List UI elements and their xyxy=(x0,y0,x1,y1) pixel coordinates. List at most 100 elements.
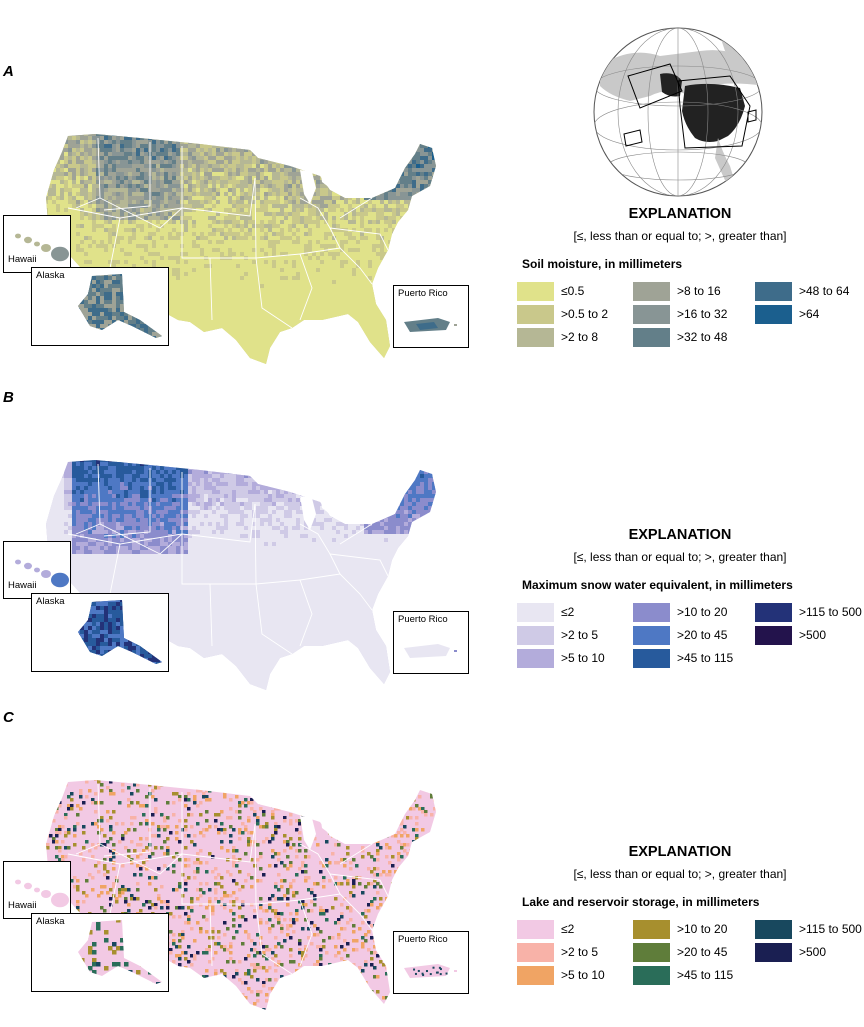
hawaii-inset: Hawaii xyxy=(3,215,71,273)
legend-item: >115 to 500 xyxy=(755,920,864,940)
puerto-rico-label: Puerto Rico xyxy=(398,288,448,299)
hawaii-island xyxy=(15,233,21,239)
legend-label: >115 to 500 xyxy=(799,922,862,936)
legend-item: >2 to 5 xyxy=(517,943,647,963)
explanation-title: EXPLANATION xyxy=(628,206,732,222)
hawaii-island xyxy=(51,246,69,262)
legend-label: >2 to 8 xyxy=(561,330,599,344)
region-boundary xyxy=(103,788,151,857)
region-boundary xyxy=(299,573,373,611)
alaska-inset: Alaska xyxy=(31,913,169,992)
explanation-title: EXPLANATION xyxy=(628,527,732,543)
legend-label: >8 to 16 xyxy=(677,284,721,298)
legend-label: ≤2 xyxy=(561,605,575,619)
puerto-rico-inset: Puerto Rico xyxy=(393,285,469,348)
puerto-rico-inset: Puerto Rico xyxy=(393,931,469,994)
legend-item: >48 to 64 xyxy=(755,282,864,302)
region-boundary xyxy=(255,579,313,647)
explanation-title: EXPLANATION xyxy=(628,844,732,860)
region-boundary xyxy=(181,177,256,217)
legend-item: >115 to 500 xyxy=(755,603,864,623)
region-boundary xyxy=(255,903,293,975)
legend-swatch xyxy=(755,305,792,324)
legend-label: >0.5 to 2 xyxy=(561,307,609,321)
legend-swatch xyxy=(517,626,554,645)
vieques-island xyxy=(454,970,457,972)
legend-label: >2 to 5 xyxy=(561,628,599,642)
legend-item: >16 to 32 xyxy=(633,305,763,325)
region-boundary xyxy=(67,207,121,219)
legend-swatch xyxy=(517,649,554,668)
alaska-label: Alaska xyxy=(36,270,65,281)
legend-label: >10 to 20 xyxy=(677,605,728,619)
region-boundary xyxy=(181,503,257,585)
reservoir-pixel xyxy=(422,974,425,977)
hawaii-island xyxy=(51,892,69,908)
hawaii-island xyxy=(15,559,21,565)
legend-item: >32 to 48 xyxy=(633,328,763,348)
region-boundary xyxy=(103,142,151,211)
hawaii-island xyxy=(41,244,51,252)
region-boundary xyxy=(339,197,373,219)
legend-label: >48 to 64 xyxy=(799,284,850,298)
legend-label: ≤0.5 xyxy=(561,284,585,298)
legend-title: Maximum snow water equivalent, in millim… xyxy=(522,578,793,592)
legend-swatch xyxy=(517,282,554,301)
legend-item: >2 to 8 xyxy=(517,328,647,348)
legend-label: >20 to 45 xyxy=(677,945,728,959)
region-boundary xyxy=(109,792,183,915)
hawaii-island xyxy=(34,567,40,573)
region-boundary xyxy=(109,146,183,269)
alaska-inset: Alaska xyxy=(31,267,169,346)
legend-item: >20 to 45 xyxy=(633,626,763,646)
legend-swatch xyxy=(755,626,792,645)
hawaii-inset: Hawaii xyxy=(3,861,71,919)
legend-item: ≤2 xyxy=(517,603,647,623)
puerto-rico-island xyxy=(404,644,450,658)
hawaii-label: Hawaii xyxy=(8,900,37,911)
legend-label: >2 to 5 xyxy=(561,945,599,959)
reservoir-pixel xyxy=(432,966,435,969)
legend-label: >10 to 20 xyxy=(677,922,728,936)
hawaii-island xyxy=(51,572,69,588)
reservoir-pixel xyxy=(439,968,442,971)
hawaii-island xyxy=(24,562,32,570)
legend-label: >45 to 115 xyxy=(677,651,734,665)
hawaii-inset: Hawaii xyxy=(3,541,71,599)
reservoir-pixel xyxy=(438,966,441,969)
great-lakes xyxy=(300,816,316,850)
region-boundary xyxy=(181,503,256,543)
legend-item: ≤2 xyxy=(517,920,647,940)
legend-swatch xyxy=(633,603,670,622)
region-boundary xyxy=(299,843,341,895)
legend-swatch xyxy=(517,943,554,962)
legend-item: >20 to 45 xyxy=(633,943,763,963)
legend-swatch xyxy=(755,603,792,622)
region-boundary xyxy=(181,823,257,905)
hawaii-island xyxy=(34,241,40,247)
legend-swatch xyxy=(633,920,670,939)
hawaii-island xyxy=(15,879,21,885)
legend-item: >10 to 20 xyxy=(633,920,763,940)
region-boundary xyxy=(299,197,341,249)
reservoir-pixel xyxy=(414,972,417,975)
hawaii-island xyxy=(41,890,51,898)
explanation-note: [≤, less than or equal to; >, greater th… xyxy=(573,867,787,881)
legend-label: >45 to 115 xyxy=(677,968,734,982)
legend-swatch xyxy=(633,943,670,962)
region-boundary xyxy=(299,247,373,285)
region-boundary xyxy=(255,253,313,321)
alaska-label: Alaska xyxy=(36,916,65,927)
region-boundary xyxy=(255,583,293,655)
legend-label: >32 to 48 xyxy=(677,330,728,344)
region-boundary xyxy=(255,899,313,967)
hawaii-island xyxy=(41,570,51,578)
legend-label: >5 to 10 xyxy=(561,651,605,665)
region-boundary xyxy=(209,257,213,321)
region-boundary xyxy=(103,468,151,537)
region-boundary xyxy=(181,823,256,863)
reservoir-pixel xyxy=(421,972,424,975)
hawaii-label: Hawaii xyxy=(8,254,37,265)
region-boundary xyxy=(181,177,257,259)
reservoir-pixel xyxy=(425,970,428,973)
